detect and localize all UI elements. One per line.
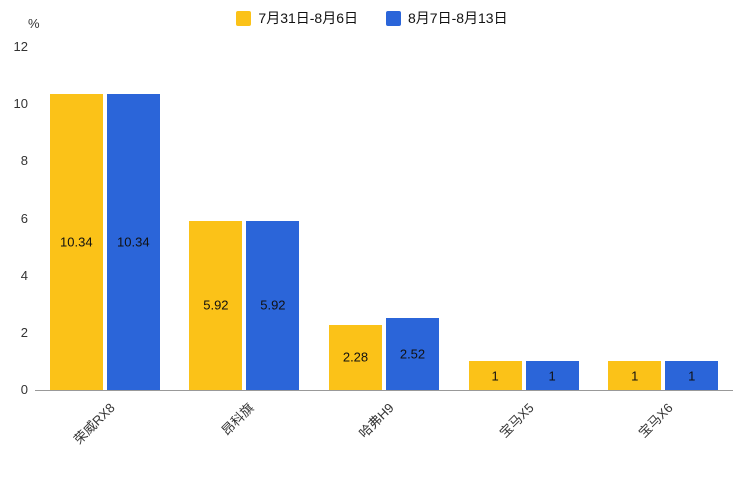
y-axis-tick-label: 8 [20, 153, 28, 169]
x-axis-label-category3: 哈弗H9 [355, 400, 397, 441]
bar-series1-category1: 10.34 [49, 94, 103, 390]
y-axis-unit-label: % [28, 16, 40, 31]
bar-value-label: 2.28 [342, 349, 369, 365]
bar-series1-category2: 5.92 [189, 220, 243, 390]
bar-series2-category1: 10.34 [106, 94, 160, 390]
bar-series2-category4: 1 [525, 361, 579, 390]
bar-series1-category4: 1 [468, 361, 522, 390]
y-axis-tick-label: 10 [13, 96, 28, 112]
x-axis-label-category5: 宝马X6 [635, 400, 676, 441]
x-axis-label-category2: 昂科旗 [218, 400, 258, 439]
x-axis-label-category1: 荣威RX8 [70, 400, 118, 448]
bar-value-label: 5.92 [260, 297, 286, 313]
bar-value-label: 1 [548, 368, 556, 384]
legend-item-week2[interactable]: 8月7日-8月13日 [386, 8, 508, 28]
y-axis-tick-label: 0 [20, 382, 28, 397]
y-axis-tick-label: 12 [13, 39, 28, 54]
bar-value-label: 10.34 [117, 234, 150, 250]
bar-value-label: 5.92 [203, 297, 229, 313]
legend: 7月31日-8月6日 8月7日-8月13日 [0, 8, 744, 28]
y-axis-tick-label: 4 [20, 267, 28, 283]
y-axis-tick-label: 2 [20, 324, 28, 340]
bar-value-label: 1 [491, 368, 499, 384]
bar-series2-category2: 5.92 [246, 220, 300, 390]
bar-value-label: 10.34 [60, 234, 93, 250]
x-axis-label-category4: 宝马X5 [496, 400, 537, 441]
legend-label-week2: 8月7日-8月13日 [408, 10, 508, 26]
legend-label-week1: 7月31日-8月6日 [258, 10, 358, 26]
bar-series2-category3: 2.52 [386, 317, 439, 390]
bar-series1-category5: 1 [608, 361, 662, 390]
legend-item-week1[interactable]: 7月31日-8月6日 [236, 8, 358, 28]
y-axis-tick-label: 6 [20, 210, 28, 226]
legend-swatch-week2 [386, 10, 401, 26]
bar-value-label: 2.52 [399, 346, 426, 362]
bar-series1-category3: 2.28 [329, 324, 382, 390]
bar-series2-category5: 1 [665, 361, 719, 390]
x-axis-line [35, 390, 733, 391]
bar-value-label: 1 [631, 368, 639, 384]
bar-value-label: 1 [688, 368, 696, 384]
legend-swatch-week1 [236, 10, 252, 26]
